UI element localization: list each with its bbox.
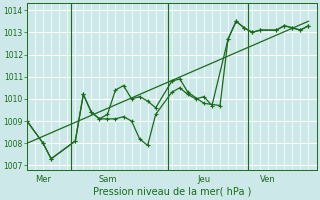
X-axis label: Pression niveau de la mer( hPa ): Pression niveau de la mer( hPa ) xyxy=(92,187,251,197)
